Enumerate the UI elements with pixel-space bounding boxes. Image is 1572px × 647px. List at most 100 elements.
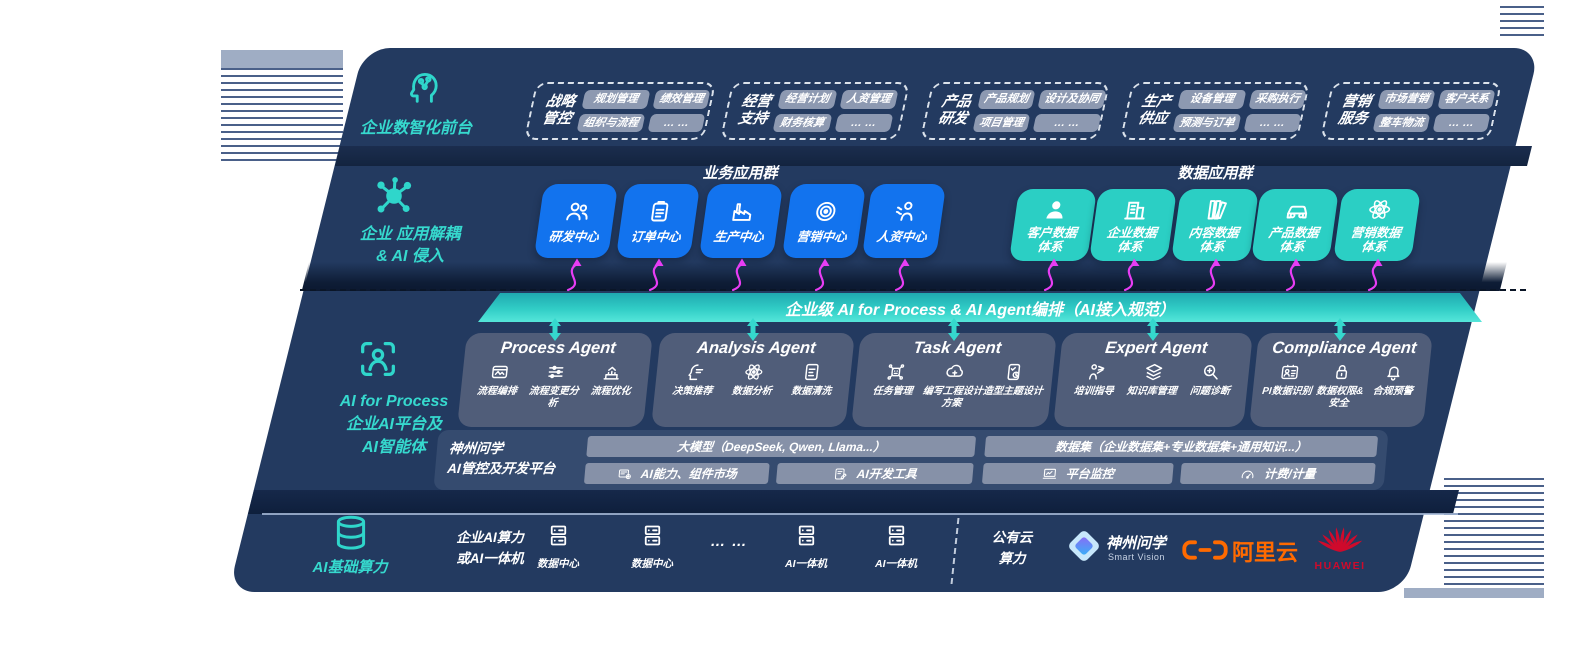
app-box-label: 订单中心 [629,229,682,244]
group-title-line: 产品 [940,93,973,110]
dev-tools-bar: AI开发工具 [775,463,974,484]
module-pill: 预测与订单 [1172,113,1242,133]
group-title-line: 生产 [1140,93,1173,110]
layer3-label-line: 企业AI平台及 [345,416,442,434]
group-title-line: 研发 [936,111,969,127]
cloud-design-icon [943,361,967,383]
agent-capability: 流程优化 [590,386,632,397]
monitor-label: 平台监控 [1065,467,1115,481]
factory-icon [727,198,758,225]
group-marketing-service: 营销 服务 市场营销 客户关系 整车物流 … … [1319,82,1503,140]
app-box-production-center: 生产中心 [698,184,784,258]
node-label: 数据中心 [537,558,579,570]
layer3-label-line: AI for Process [339,393,449,410]
layer3-label: AI for Process 企业AI平台及 AI智能体 [314,390,474,460]
task-bot-icon [884,361,908,383]
books-icon [1202,196,1233,223]
compliance-alert-icon [1381,361,1405,383]
module-pill: … … [1243,113,1302,133]
group-operation-support: 经营 支持 经营计划 人资管理 财务核算 … … [719,82,911,140]
bottom-step-highlight [262,513,1458,515]
group-title-line: 战略 [544,93,577,110]
module-pill: … … [1032,113,1102,133]
agent-capability: 合规预警 [1372,386,1414,397]
agent-capability: 数据清洗 [790,386,832,397]
id-card-icon [1278,361,1302,383]
compute-label-line: 企业AI算力 [456,530,524,545]
module-pill: 项目管理 [972,113,1031,133]
agent-capability: 数据权限&安全 [1315,386,1364,409]
agent-title: Analysis Agent [696,339,817,357]
agent-capability: 知识库管理 [1126,386,1178,397]
banner-text: 企业级 AI for Process & AI Agent编排（AI接入规范） [785,301,1175,319]
layer2-label-line: 企业 应用解耦 [359,226,461,243]
aliyun-logo [1182,540,1228,560]
clipboard-icon [644,198,675,225]
data-box-marketing: 营销数据 体系 [1332,189,1422,261]
app-box-label: 营销中心 [795,229,848,244]
billing-bar: 计费/计量 [1179,463,1376,484]
brain-circuit-icon [399,62,445,108]
app-box-label: 研发中心 [547,229,600,244]
data-box-label: 体系 [1278,240,1306,254]
group-production-supply: 生产 供应 设备管理 采购执行 预测与订单 … … [1119,82,1311,140]
module-pill: 客户关系 [1437,89,1496,109]
flow-icon [488,361,512,383]
app-box-label: 生产中心 [712,229,765,244]
node-label: AI一体机 [785,558,827,570]
dashed-separator-line [300,289,1526,291]
app-box-hr-center: 人资中心 [861,184,947,258]
module-pill: 经营计划 [777,89,838,109]
dataset-bar: 数据集（企业数据集+专业数据集+通用知识...） [984,436,1379,457]
group-strategy-control: 战略 管控 规划管理 绩效管理 组织与流程 … … [523,82,717,140]
module-pill: 组织与流程 [576,113,646,133]
agent-capability: 问题诊断 [1189,386,1231,397]
atom-icon [742,361,766,383]
data-box-label: 体系 [1360,240,1388,254]
module-pill: … … [1432,113,1491,133]
dev-tools-icon [832,466,849,482]
agent-capability: 造型主题设计 [982,386,1044,397]
group-title-line: 支持 [736,111,769,127]
agent-capability: 任务管理 [872,386,914,397]
person-wave-icon [890,198,921,225]
diagnosis-icon [1199,361,1223,383]
app-box-label: 人资中心 [875,229,928,244]
decision-head-icon [683,361,707,383]
agent-title: Process Agent [499,339,617,357]
smartvision-name: 神州问学 [1106,535,1167,552]
building-icon [1120,196,1151,223]
module-pill: 整车物流 [1372,113,1431,133]
data-lock-icon [1330,361,1354,383]
data-box-content: 内容数据 体系 [1170,189,1260,261]
app-box-marketing-center: 营销中心 [781,184,867,258]
molecule-icon [368,170,420,222]
target-icon [810,198,841,225]
data-box-product: 产品数据 体系 [1250,189,1340,261]
agent-capability: 决策推荐 [671,386,713,397]
atom-icon [1364,196,1395,223]
database-icon [330,512,372,554]
billing-gauge-icon [1239,466,1256,482]
knowledge-layers-icon [1142,361,1166,383]
ai-platform-strip: 神州问学 AI管控及开发平台 大模型（DeepSeek, Qwen, Llama… [433,430,1389,490]
compute-node-ai-appliance: AI一体机 [861,522,931,571]
data-box-label: 营销数据 [1349,225,1402,240]
agent-card-compliance: Compliance Agent PI数据识别 数据权限&安全 合规预警 [1249,333,1433,427]
car-icon [1282,196,1313,223]
data-box-label: 企业数据 [1105,225,1158,240]
huawei-name: HUAWEI [1314,560,1366,572]
layer2-label: 企业 应用解耦 & AI 侵入 [334,224,486,269]
stripe-decoration-bottom-right [1444,478,1544,588]
layer4-label: AI基础算力 [312,559,388,576]
dataset-bar-label: 数据集（企业数据集+专业数据集+通用知识...） [1054,440,1308,454]
agent-capability: PI数据识别 [1261,386,1313,397]
model-bar-label: 大模型（DeepSeek, Qwen, Llama...） [676,440,886,454]
agent-title: Task Agent [912,339,1003,357]
agent-capability: 培训指导 [1073,386,1115,397]
app-box-rd-center: 研发中心 [533,184,619,258]
stripe-decoration-cap-bottom-right [1404,588,1544,598]
monitor-bar: 平台监控 [981,463,1174,484]
public-cloud-line: 算力 [998,550,1026,566]
agent-title: Compliance Agent [1271,339,1418,357]
